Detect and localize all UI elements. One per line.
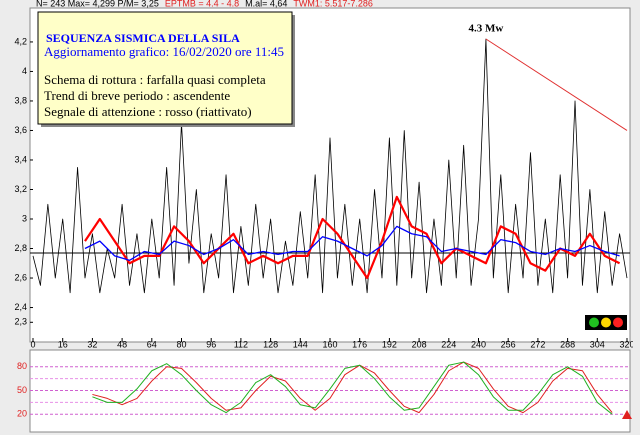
light-green [589, 317, 599, 328]
x-axis: 0 16 32 48 64 80 96 112 128 144 160 176 192 208 224 240… [30, 339, 634, 349]
box-line: Trend di breve periodo : ascendente [44, 88, 230, 103]
trend-line [485, 38, 628, 131]
x-tick-label: 160 [322, 339, 337, 349]
x-tick-label: 16 [58, 339, 68, 349]
y-tick-label: 2,6 [14, 272, 27, 282]
x-tick-label: 64 [147, 339, 157, 349]
light-red [613, 317, 623, 328]
x-tick-label: 144 [293, 339, 308, 349]
x-tick-label: 32 [87, 339, 97, 349]
x-tick-label: 176 [352, 339, 367, 349]
x-tick-label: 0 [30, 339, 35, 349]
annotation: 4.3 Mw [469, 23, 504, 35]
y-tick-label: 50 [17, 385, 27, 395]
x-tick-label: 48 [117, 339, 127, 349]
series-line [84, 225, 620, 261]
alert-triangle [622, 410, 632, 419]
y-tick-label: 3,4 [14, 154, 27, 164]
y-tick-label: 2,3 [14, 317, 27, 327]
header-item: EPTMB = 4.4 - 4.8 [165, 0, 239, 8]
x-tick-label: 272 [530, 339, 545, 349]
series-line [92, 361, 613, 415]
x-tick-label: 96 [206, 339, 216, 349]
box-subtitle: Aggiornamento grafico: 16/02/2020 ore 11… [44, 44, 284, 59]
y-tick-label: 4 [22, 66, 27, 76]
info-box: SEQUENZA SISMICA DELLA SILA Aggiornament… [37, 11, 295, 127]
x-tick-label: 304 [590, 339, 605, 349]
header-item: M.al= 4,64 [245, 0, 287, 8]
light-yellow [601, 317, 611, 328]
y-tick-label: 3,6 [14, 125, 27, 135]
x-tick-label: 128 [263, 339, 278, 349]
box-line: Schema di rottura : farfalla quasi compl… [44, 72, 266, 87]
y-tick-label: 3,2 [14, 184, 27, 194]
y-tick-label: 2,8 [14, 243, 27, 253]
box-line: Segnale di attenzione : rosso (riattivat… [44, 104, 252, 119]
series-line [32, 38, 628, 294]
x-tick-label: 320 [619, 339, 634, 349]
y-tick-label: 3 [22, 213, 27, 223]
header-item: N= 243 Max= 4,299 P/M= 3,25 [36, 0, 159, 8]
x-tick-label: 288 [560, 339, 575, 349]
traffic-light [585, 315, 627, 330]
x-tick-label: 80 [176, 339, 186, 349]
series-line [84, 195, 621, 280]
x-tick-label: 208 [412, 339, 427, 349]
x-tick-label: 256 [501, 339, 516, 349]
header-item: TWM1: 5.517-7.286 [293, 0, 373, 8]
x-tick-label: 224 [441, 339, 456, 349]
x-tick-label: 192 [382, 339, 397, 349]
x-tick-label: 240 [471, 339, 486, 349]
y-tick-label: 3,8 [14, 95, 27, 105]
y-tick-label: 4,2 [14, 36, 27, 46]
y-tick-label: 80 [17, 361, 27, 371]
x-tick-label: 112 [234, 339, 248, 349]
box [37, 11, 293, 125]
y-tick-label: 20 [17, 409, 27, 419]
y-tick-label: 2,4 [14, 302, 27, 312]
box-title: SEQUENZA SISMICA DELLA SILA [46, 31, 240, 45]
series-line [92, 361, 613, 414]
